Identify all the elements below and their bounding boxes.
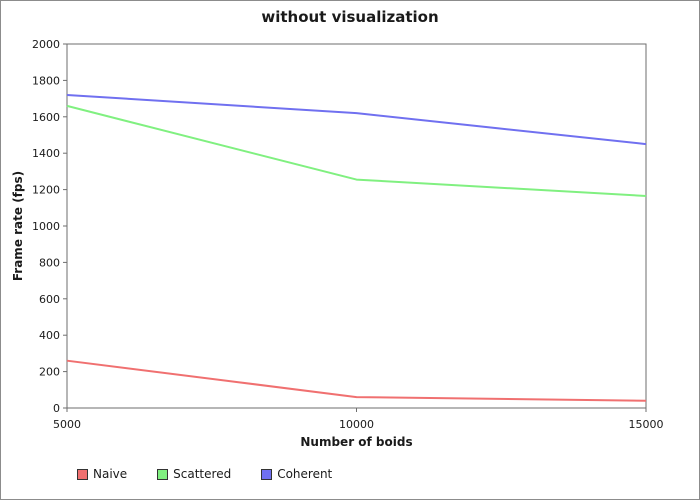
x-tick-label: 5000	[53, 418, 81, 431]
legend-label: Scattered	[173, 467, 232, 481]
y-tick-label: 200	[39, 366, 60, 379]
x-axis: 5000 10000 15000	[53, 408, 664, 431]
y-tick-label: 1200	[32, 184, 60, 197]
legend-swatch	[261, 468, 273, 480]
y-axis: 0 200 400 600 800 1000 1200 1400 1600 1800 2000	[32, 38, 67, 415]
legend-item-naive: Naive	[77, 467, 127, 481]
y-tick-label: 1400	[32, 147, 60, 160]
x-tick-label: 15000	[629, 418, 664, 431]
y-tick-label: 1000	[32, 220, 60, 233]
legend-swatch	[77, 468, 88, 480]
y-tick-label: 0	[53, 402, 60, 415]
y-tick-label: 1800	[32, 74, 60, 87]
legend: Naive Scattered Coherent	[77, 467, 362, 481]
y-axis-label: Frame rate (fps)	[11, 170, 25, 282]
plot-area: 0 200 400 600 800 1000 1200 1400 1600 1800 2000 50…	[32, 38, 664, 431]
legend-item-coherent: Coherent	[261, 467, 332, 481]
y-tick-label: 600	[39, 293, 60, 306]
legend-label: Coherent	[277, 467, 333, 481]
legend-label: Naive	[93, 467, 128, 481]
y-tick-label: 2000	[32, 38, 60, 51]
x-axis-label: Number of boids	[300, 435, 413, 449]
y-tick-label: 400	[39, 329, 60, 342]
legend-item-scattered: Scattered	[157, 467, 231, 481]
series-lines	[66, 93, 647, 402]
y-tick-label: 800	[39, 256, 60, 269]
legend-swatch	[157, 468, 169, 480]
x-tick-label: 10000	[339, 418, 374, 431]
chart-title: without visualization	[261, 8, 439, 26]
plot-border	[66, 43, 647, 409]
y-tick-label: 1600	[32, 111, 60, 124]
